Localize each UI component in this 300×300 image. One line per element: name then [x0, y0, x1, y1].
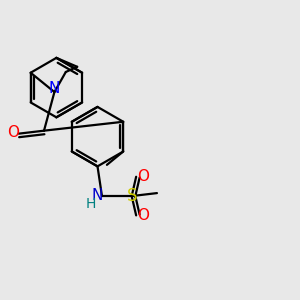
Text: O: O: [7, 125, 19, 140]
Text: S: S: [126, 187, 137, 205]
Text: N: N: [49, 81, 60, 96]
Text: N: N: [92, 188, 103, 203]
Text: O: O: [137, 208, 149, 223]
Text: O: O: [137, 169, 149, 184]
Text: H: H: [85, 196, 96, 211]
